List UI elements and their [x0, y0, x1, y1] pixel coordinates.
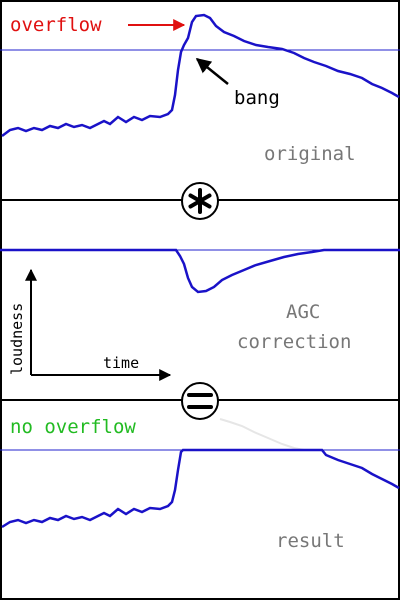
original-curve	[1, 13, 400, 137]
asterisk-in-circle-icon	[181, 182, 219, 220]
bang-arrow	[195, 58, 229, 85]
y-axis-label: loudness	[8, 303, 26, 375]
correction-label-line2: correction	[237, 331, 351, 353]
result-label: result	[276, 530, 345, 552]
no-overflow-label: no overflow	[10, 416, 136, 438]
correction-curve	[0, 248, 400, 294]
x-axis-label: time	[103, 354, 139, 372]
original-label: original	[264, 143, 356, 165]
bang-annotation: bang	[234, 87, 280, 109]
correction-label-line1: AGC	[286, 301, 320, 323]
result-curve	[1, 448, 400, 529]
faded-original-curve	[219, 418, 305, 451]
overflow-label: overflow	[10, 14, 102, 36]
equals-in-circle-icon	[181, 382, 219, 420]
